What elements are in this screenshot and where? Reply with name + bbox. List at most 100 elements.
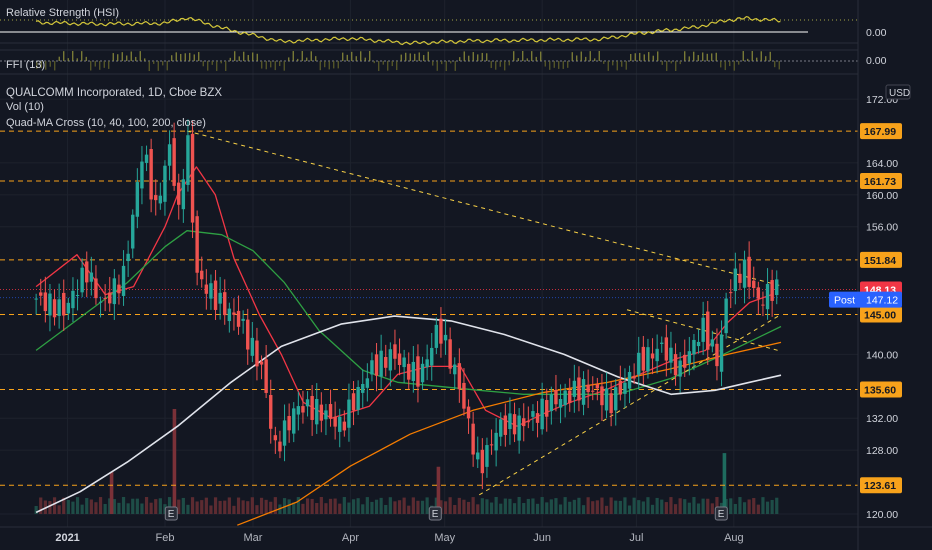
candle-body: [393, 344, 397, 359]
fi-bar: [189, 52, 191, 61]
volume-bar: [204, 497, 208, 514]
symbol-title: QUALCOMM Incorporated, 1D, Cboe BZX: [6, 87, 222, 99]
post-tag-value: 147.12: [866, 295, 898, 307]
candle-body: [724, 298, 728, 334]
fi-bar: [72, 51, 74, 61]
earnings-marker: [714, 506, 728, 521]
currency-box[interactable]: USD: [885, 84, 911, 100]
time-axis[interactable]: 2021 Feb Mar Apr May Jun Jul Aug: [55, 532, 743, 544]
candle-body: [563, 390, 567, 406]
fi-bar: [234, 51, 236, 61]
fi-bar: [576, 55, 578, 61]
volume-bar: [388, 497, 392, 514]
fi-bar: [175, 52, 177, 61]
level-tag-label: 135.60: [864, 385, 896, 397]
candle-body: [154, 195, 158, 201]
candle-body: [89, 272, 94, 282]
volume-bar: [756, 504, 760, 514]
fi-bar: [121, 52, 123, 61]
candle-body: [471, 423, 475, 455]
fi-bar: [207, 61, 209, 71]
fi-bar: [337, 61, 339, 69]
volume-bar: [264, 499, 268, 514]
fi-bar: [85, 56, 87, 61]
fi-bar: [616, 61, 618, 71]
fi-bar: [171, 55, 173, 61]
volume-bar: [158, 498, 162, 514]
fi-bar: [490, 61, 492, 68]
fi-bar: [229, 57, 231, 61]
candle-body: [646, 347, 650, 372]
fi-bar: [346, 54, 348, 61]
volume-bar: [250, 497, 254, 514]
volume-bar: [328, 498, 333, 514]
fi-bar: [342, 52, 344, 61]
candle-body: [411, 361, 416, 382]
volume-bar: [692, 497, 696, 514]
volume-bar: [453, 504, 457, 514]
candle-body: [301, 406, 305, 413]
candle-body: [264, 359, 268, 393]
volume-bar: [443, 501, 448, 514]
candle-body: [144, 154, 149, 163]
volume-bar: [411, 497, 415, 514]
fi-bar: [117, 54, 119, 61]
fi-bar: [288, 57, 290, 61]
volume-bar: [641, 501, 645, 514]
volume-bar: [342, 497, 346, 514]
candle-body: [687, 351, 692, 364]
volume-bar: [522, 503, 526, 514]
fi-pane: FFI (13) 0.00: [0, 49, 887, 75]
candle-body: [163, 165, 167, 202]
candle-body: [296, 406, 301, 415]
candle-body: [425, 359, 429, 368]
volume-bar: [112, 499, 116, 514]
fi-label: FFI (13): [6, 59, 45, 71]
candle-body: [494, 432, 498, 451]
candle-body: [678, 360, 682, 377]
volume-bar: [351, 499, 356, 514]
candle-body: [650, 353, 655, 359]
candle-body: [572, 380, 577, 397]
volume-bar: [39, 497, 43, 514]
fi-bar: [535, 56, 537, 61]
volume-bar: [246, 501, 250, 514]
fi-bar: [319, 61, 321, 71]
volume-bar: [108, 498, 112, 514]
volume-bar: [761, 497, 765, 514]
candle-body: [660, 342, 664, 344]
candle-body: [591, 390, 595, 392]
volume-bar: [282, 498, 287, 514]
volume-bar: [646, 497, 650, 514]
volume-bar: [715, 497, 719, 514]
candle-body: [172, 138, 176, 186]
volume-bar: [34, 506, 38, 514]
candle-body: [558, 398, 563, 408]
price-axis[interactable]: 172.00164.00160.00156.00140.00132.00128.…: [866, 94, 898, 521]
volume-bar: [471, 497, 475, 514]
fi-bar: [765, 56, 767, 61]
level-tag: [860, 381, 902, 398]
price-tick-label: 132.00: [866, 413, 898, 425]
candle-body: [351, 393, 356, 411]
fi-bar: [508, 61, 510, 66]
fi-bar: [720, 61, 722, 68]
volume-spike: [109, 472, 114, 514]
fi-bar: [774, 61, 776, 68]
fi-bar: [679, 61, 681, 65]
volume-bar: [94, 502, 98, 514]
candle-body: [85, 261, 89, 283]
candle-body: [632, 375, 636, 379]
price-tick-label: 164.00: [866, 158, 898, 170]
candle-body: [614, 387, 618, 411]
volume-bar: [57, 505, 61, 514]
candle-body: [48, 293, 52, 316]
candle-body: [131, 214, 135, 249]
earnings-label: E: [432, 509, 439, 520]
candle-body: [158, 195, 163, 204]
volume-bar: [319, 497, 323, 514]
candle-body: [448, 339, 452, 369]
candle-body: [43, 292, 48, 312]
fi-bar: [265, 61, 267, 70]
